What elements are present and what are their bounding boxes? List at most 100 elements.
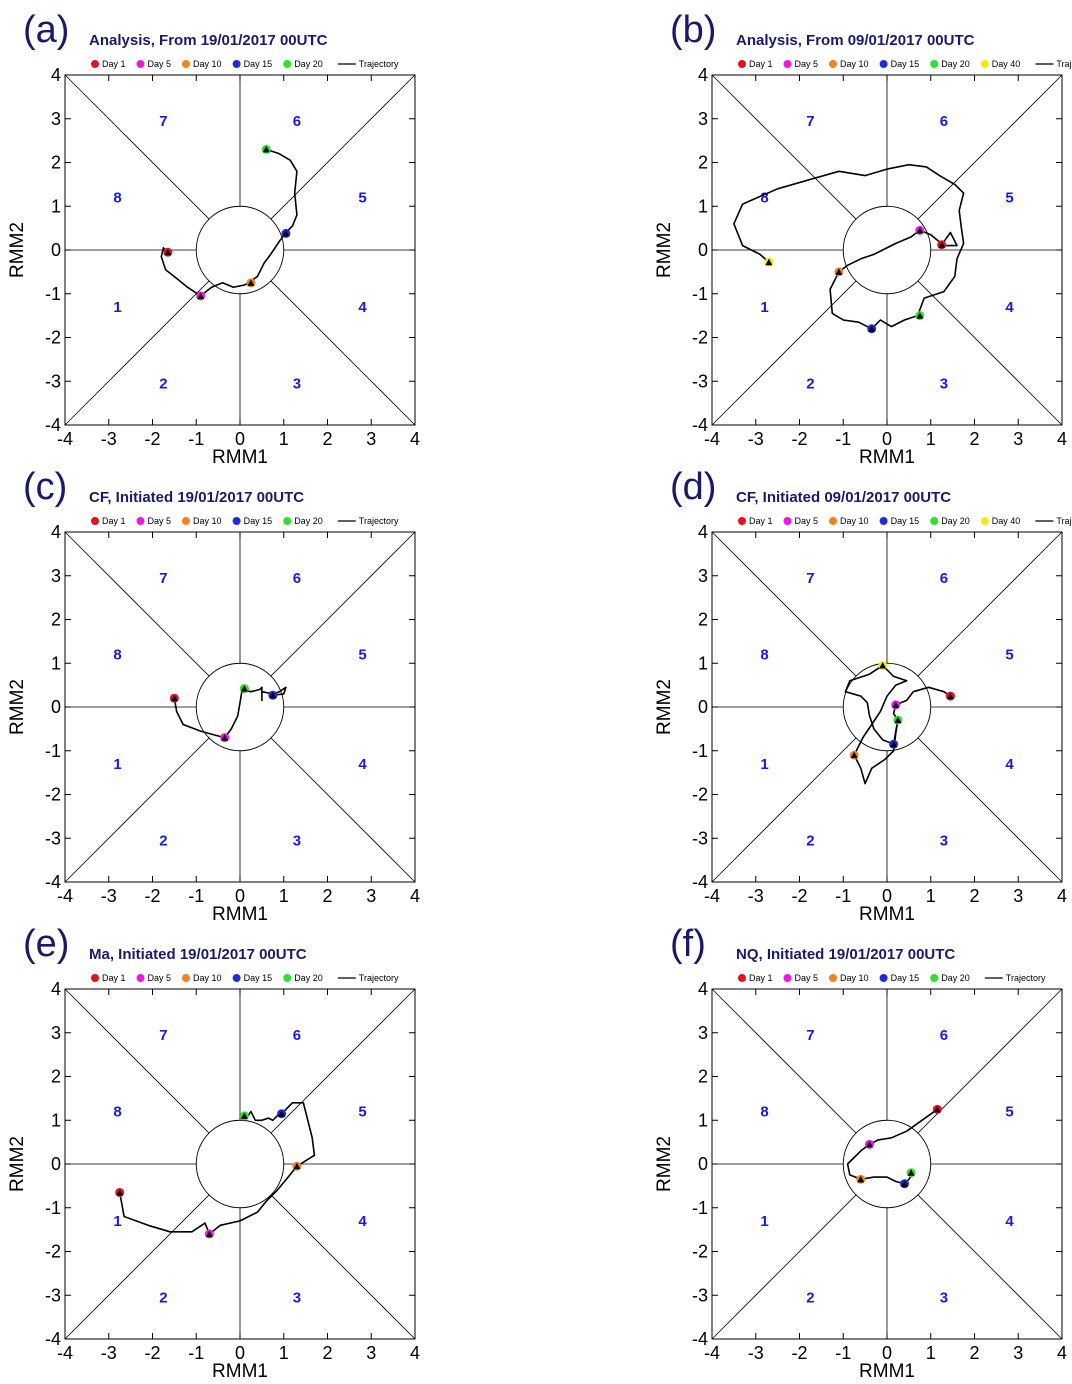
phase-label: 5: [358, 647, 366, 664]
phase-label: 4: [1005, 756, 1014, 773]
phase-label: 6: [293, 113, 301, 130]
legend-marker: [283, 517, 292, 525]
panel-letter: (e): [23, 923, 69, 965]
marker-triangle: [850, 751, 858, 759]
x-tick-label: 0: [235, 429, 245, 449]
panel-letter: (b): [670, 9, 716, 51]
x-axis-label: RMM1: [859, 1361, 915, 1382]
legend-label: Day 1: [749, 516, 773, 526]
phase-label: 2: [159, 832, 167, 849]
x-tick-label: -2: [791, 886, 807, 906]
x-axis-label: RMM1: [859, 447, 915, 468]
legend-marker: [283, 974, 292, 982]
legend-marker: [980, 517, 989, 525]
x-tick-label: -1: [835, 429, 851, 449]
phase-label: 8: [760, 190, 768, 207]
marker-triangle: [866, 1140, 873, 1148]
x-tick-label: 2: [969, 886, 979, 906]
panel-title: Analysis, From 09/01/2017 00UTC: [736, 32, 975, 49]
phase-label: 3: [940, 832, 948, 849]
legend-marker: [182, 517, 190, 525]
phase-label: 7: [159, 570, 167, 587]
y-tick-label: -1: [45, 741, 61, 761]
x-tick-label: 4: [410, 886, 420, 906]
y-tick-label: 4: [51, 65, 61, 85]
x-tick-label: 0: [235, 886, 245, 906]
marker-triangle: [293, 1162, 301, 1170]
marker-triangle: [262, 145, 270, 153]
panel-title: CF, Initiated 09/01/2017 00UTC: [736, 489, 951, 506]
legend-marker: [91, 517, 99, 525]
y-tick-label: -3: [45, 371, 61, 391]
phase-label: 1: [113, 1213, 121, 1230]
legend-label: Day 1: [102, 59, 126, 69]
x-tick-label: -4: [57, 429, 73, 449]
y-tick-label: 3: [698, 566, 708, 586]
phase-label: 1: [113, 756, 121, 773]
x-tick-label: 0: [882, 1343, 892, 1363]
phase-label: 8: [760, 1104, 768, 1121]
legend-marker: [738, 974, 746, 982]
legend-marker: [232, 517, 241, 525]
legend-label: Day 10: [840, 516, 869, 526]
y-tick-label: -2: [692, 328, 708, 348]
marker-triangle: [879, 661, 887, 669]
panel-title: Analysis, From 19/01/2017 00UTC: [89, 32, 328, 49]
x-tick-label: -3: [748, 429, 764, 449]
legend-marker: [783, 974, 792, 982]
trajectory-line: [733, 163, 965, 330]
x-tick-label: 0: [882, 886, 892, 906]
phase-label: 4: [358, 299, 367, 316]
legend-label: Day 5: [148, 973, 172, 983]
x-tick-label: 3: [1013, 1343, 1023, 1363]
y-tick-label: 0: [51, 240, 61, 260]
legend-label: Trajectory: [1006, 973, 1046, 983]
panel-title: NQ, Initiated 19/01/2017 00UTC: [736, 946, 955, 963]
y-tick-label: 2: [51, 1067, 61, 1087]
unit-amplitude-circle: [842, 205, 932, 295]
phase-label: 1: [760, 756, 768, 773]
legend-marker: [829, 974, 837, 982]
y-tick-label: 3: [51, 1023, 61, 1043]
legend-marker: [182, 974, 190, 982]
phase-label: 8: [113, 190, 121, 207]
marker-triangle: [221, 734, 229, 741]
y-axis-label: RMM2: [654, 679, 675, 735]
x-tick-label: -3: [101, 1343, 117, 1363]
y-axis-label: RMM2: [7, 222, 28, 278]
y-tick-label: -3: [692, 1285, 708, 1305]
y-tick-label: 4: [698, 522, 708, 542]
marker-triangle: [247, 279, 255, 286]
phase-label: 2: [806, 832, 814, 849]
trajectory-line: [844, 664, 951, 785]
x-tick-label: 3: [366, 429, 376, 449]
y-axis-label: RMM2: [7, 1136, 28, 1192]
legend-label: Day 20: [294, 59, 323, 69]
legend-marker: [91, 974, 99, 982]
legend-marker: [829, 60, 837, 68]
phase-label: 8: [113, 647, 121, 664]
marker-triangle: [240, 685, 248, 692]
trajectory-line: [118, 1102, 316, 1235]
legend-marker: [91, 60, 99, 68]
y-tick-label: -2: [692, 1242, 708, 1262]
phase-label: 5: [1005, 190, 1013, 207]
phase-label: 3: [293, 1289, 301, 1306]
y-tick-label: -4: [692, 415, 708, 435]
legend-marker: [283, 60, 292, 68]
phase-label: 5: [1005, 1104, 1013, 1121]
unit-amplitude-circle: [842, 662, 932, 752]
legend-label: Day 5: [795, 59, 819, 69]
y-tick-label: 2: [698, 1067, 708, 1087]
phase-label: 3: [940, 375, 948, 392]
phase-label: 3: [940, 1289, 948, 1306]
x-tick-label: 3: [366, 1343, 376, 1363]
x-tick-label: 4: [1057, 429, 1067, 449]
marker-triangle: [282, 229, 290, 237]
phase-label: 8: [760, 647, 768, 664]
y-tick-label: -1: [692, 284, 708, 304]
x-tick-label: 3: [366, 886, 376, 906]
legend-label: Day 1: [749, 59, 773, 69]
x-tick-label: 2: [969, 429, 979, 449]
y-tick-label: 3: [698, 1023, 708, 1043]
